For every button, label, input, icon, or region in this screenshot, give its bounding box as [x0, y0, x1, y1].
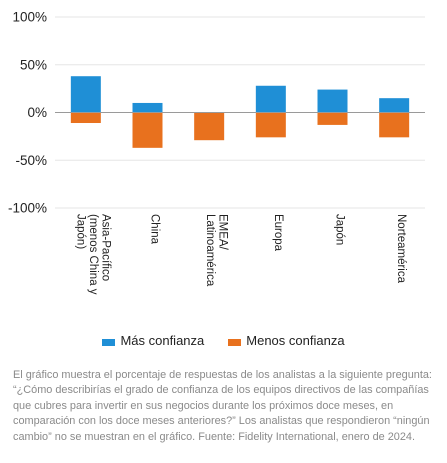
y-tick-label: -100%	[8, 201, 47, 216]
bar-menos-confianza	[317, 112, 348, 125]
legend-label: Menos confianza	[246, 333, 345, 348]
legend-label: Más confianza	[120, 333, 205, 348]
bar-menos-confianza	[194, 112, 225, 141]
bar-mas-confianza	[317, 89, 348, 113]
x-tick-label: EMEA/	[216, 214, 228, 251]
x-tick-label: Japón	[334, 214, 346, 245]
chart-caption: El gráfico muestra el porcentaje de resp…	[13, 369, 432, 443]
x-tick-label: Norteamérica	[395, 214, 407, 284]
bar-menos-confianza	[379, 112, 410, 138]
bar-menos-confianza	[70, 112, 101, 124]
legend: Más confianza Menos confianza	[0, 333, 447, 348]
x-tick-label: Europa	[272, 214, 284, 252]
bar-mas-confianza	[379, 98, 410, 113]
x-tick-label: Japón)	[74, 214, 86, 249]
legend-swatch-orange	[228, 338, 242, 346]
y-tick-label: 50%	[20, 57, 47, 72]
y-tick-label: 0%	[27, 105, 47, 120]
bar-mas-confianza	[70, 76, 101, 113]
bar-mas-confianza	[255, 85, 286, 113]
x-tick-label: Asia-Pacífico	[99, 214, 111, 281]
bars	[70, 76, 410, 148]
legend-swatch-blue	[102, 338, 116, 346]
y-tick-label: -50%	[15, 153, 47, 168]
y-tick-label: 100%	[12, 10, 47, 25]
bar-menos-confianza	[132, 112, 163, 148]
x-tick-label: (menos China y	[87, 214, 99, 295]
gridlines	[55, 16, 425, 209]
x-tick-label: China	[149, 214, 161, 245]
bar-menos-confianza	[255, 112, 286, 138]
bar-chart: 100% 50% 0% -50% -100% Asia-Pacífico(menos C…	[8, 10, 425, 295]
x-tick-label: Latinoamérica	[204, 214, 216, 287]
legend-item-series-2: Menos confianza	[228, 333, 345, 348]
legend-item-series-1: Más confianza	[102, 333, 204, 348]
y-axis-ticks: 100% 50% 0% -50% -100%	[8, 10, 47, 216]
bar-mas-confianza	[132, 102, 163, 113]
